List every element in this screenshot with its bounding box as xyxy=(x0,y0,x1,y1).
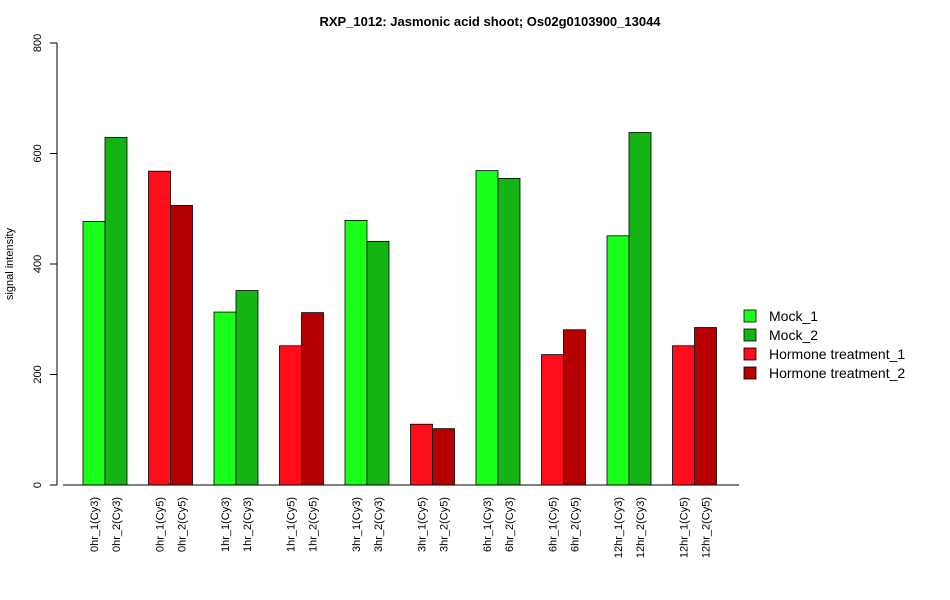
bar xyxy=(82,221,106,486)
bar xyxy=(628,132,652,486)
x-tick-label: 12hr_2(Cy3) xyxy=(635,497,647,558)
legend-label: Hormone treatment_1 xyxy=(769,346,905,362)
bar xyxy=(235,290,259,486)
x-tick-label: 3hr_1(Cy3) xyxy=(351,497,363,552)
legend-swatch xyxy=(743,309,757,323)
bar xyxy=(475,170,499,486)
bar xyxy=(104,137,128,486)
legend-label: Mock_2 xyxy=(769,327,818,343)
chart-title: RXP_1012: Jasmonic acid shoot; Os02g0103… xyxy=(319,14,661,29)
x-tick-label: 3hr_2(Cy3) xyxy=(373,497,385,552)
x-tick-label: 0hr_2(Cy3) xyxy=(111,497,123,552)
bar xyxy=(301,312,324,486)
bar xyxy=(148,170,171,486)
legend-label: Hormone treatment_2 xyxy=(769,365,905,381)
x-tick-label: 0hr_1(Cy5) xyxy=(155,497,167,552)
x-tick-label: 1hr_2(Cy3) xyxy=(242,497,254,552)
bar xyxy=(213,311,237,486)
bar xyxy=(563,329,586,486)
y-tick-label: 400 xyxy=(32,255,44,273)
bar xyxy=(497,177,521,486)
bar xyxy=(432,428,455,486)
legend-label: Mock_1 xyxy=(769,308,818,324)
bar xyxy=(366,240,390,486)
y-axis: 0 200 400 600 800 xyxy=(32,34,58,488)
bar xyxy=(279,345,302,486)
x-tick-label: 1hr_1(Cy3) xyxy=(220,497,232,552)
x-tick-label: 3hr_2(Cy5) xyxy=(439,497,451,552)
bar xyxy=(344,219,368,486)
x-axis: 0hr_1(Cy3) 0hr_2(Cy3) 0hr_1(Cy5) 0hr_2(Cy5)… xyxy=(63,484,739,558)
y-tick-label: 600 xyxy=(32,144,44,162)
bar xyxy=(672,345,695,486)
x-tick-label: 6hr_2(Cy5) xyxy=(570,497,582,552)
x-tick-label: 12hr_1(Cy3) xyxy=(613,497,625,558)
bar xyxy=(410,423,433,486)
y-tick-label: 800 xyxy=(32,34,44,52)
x-tick-label: 1hr_1(Cy5) xyxy=(286,497,298,552)
bars xyxy=(82,132,717,486)
bar xyxy=(541,354,564,486)
x-tick-label: 0hr_1(Cy3) xyxy=(89,497,101,552)
bar xyxy=(170,205,193,486)
bar xyxy=(606,235,630,486)
legend-swatch xyxy=(743,366,757,380)
x-tick-label: 1hr_2(Cy5) xyxy=(308,497,320,552)
x-tick-label: 0hr_2(Cy5) xyxy=(177,497,189,552)
legend-swatch xyxy=(743,347,757,361)
x-tick-label: 6hr_1(Cy5) xyxy=(548,497,560,552)
x-tick-label: 6hr_2(Cy3) xyxy=(504,497,516,552)
y-tick-label: 0 xyxy=(32,482,44,488)
x-tick-label: 12hr_1(Cy5) xyxy=(679,497,691,558)
x-tick-label: 6hr_1(Cy3) xyxy=(482,497,494,552)
y-axis-label: signal intensity xyxy=(4,227,16,300)
x-tick-label: 3hr_1(Cy5) xyxy=(417,497,429,552)
y-tick-label: 200 xyxy=(32,365,44,383)
legend: Mock_1 Mock_2 Hormone treatment_1 Hormone t… xyxy=(743,308,905,381)
x-tick-label: 12hr_2(Cy5) xyxy=(701,497,713,558)
bar xyxy=(694,327,717,486)
legend-swatch xyxy=(743,328,757,342)
